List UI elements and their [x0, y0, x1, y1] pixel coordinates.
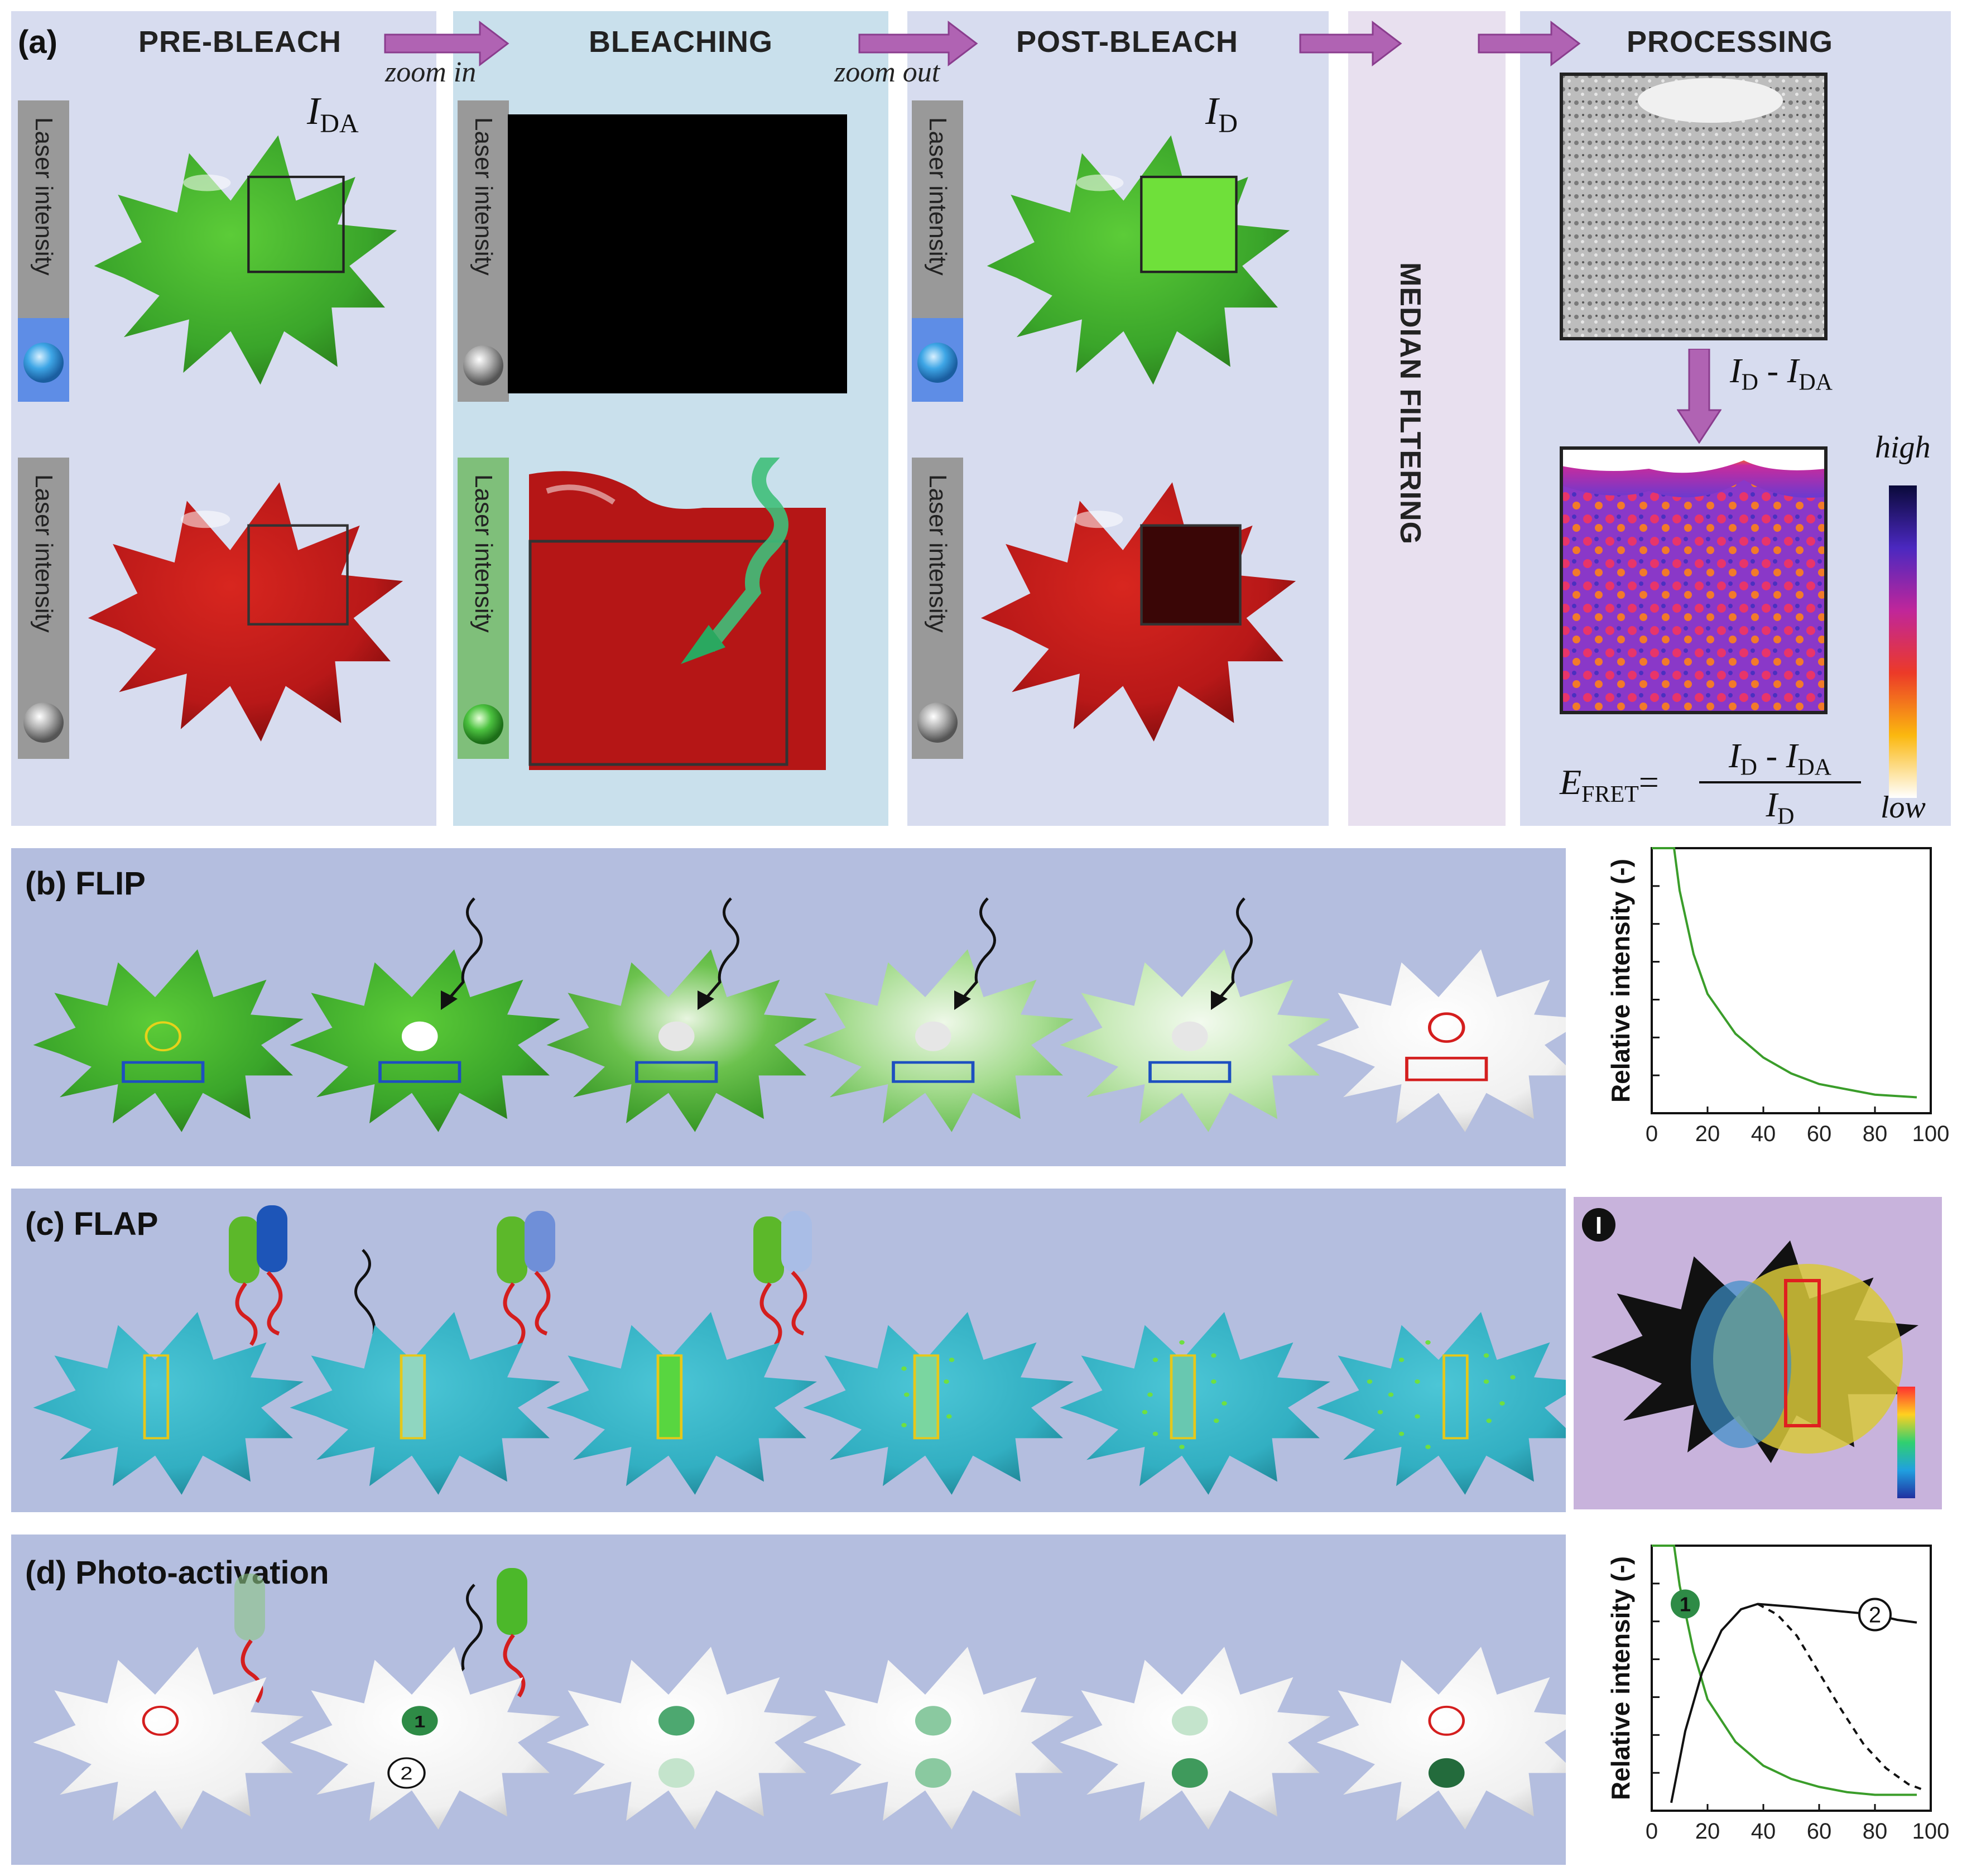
pa-molecule-active-icon — [497, 1568, 527, 1697]
header-bleaching: BLEACHING — [589, 25, 773, 59]
scale-low-label: low — [1881, 790, 1926, 825]
laser-ball-blue-icon — [23, 343, 64, 383]
flip-cells — [33, 897, 1566, 1132]
arrow-zoom-out-icon — [858, 20, 978, 67]
i-da-label: IDA — [307, 90, 359, 138]
flap-molecule-icon — [497, 1211, 555, 1346]
marker-1-label: 1 — [414, 1713, 425, 1731]
laser-ball-gray-icon — [463, 345, 503, 386]
flap-molecule-icon — [753, 1211, 812, 1346]
efret-equation: EFRET= ID - IDA ID — [1560, 737, 1872, 829]
light-wave-icon — [959, 897, 996, 1003]
series-line-1 — [1652, 847, 1917, 1099]
annotation-2-marker — [1858, 1598, 1892, 1632]
x-tick-label: 60 — [1807, 1122, 1832, 1146]
fret-heatmap — [1560, 446, 1828, 714]
processing-gray-image — [1560, 73, 1828, 340]
chart-frame — [1651, 847, 1932, 1114]
panel-b-label: (b) FLIP — [25, 865, 146, 902]
flap-badge: I — [1595, 1212, 1602, 1239]
arrow-zoom-in-icon — [384, 20, 509, 67]
annotation-1-label: 1 — [1680, 1593, 1691, 1616]
laser-ball-blue-icon — [917, 343, 958, 383]
x-tick-label: 20 — [1695, 1819, 1720, 1844]
x-tick-label: 100 — [1912, 1819, 1950, 1844]
panel-d-bg — [11, 1535, 1566, 1865]
cell-green-post — [987, 135, 1290, 385]
arrow-to-median-icon — [1299, 20, 1402, 67]
light-wave-icon — [445, 1584, 483, 1689]
y-axis-label: Relative intensity (-) — [1606, 1556, 1635, 1800]
flap-molecule-icon — [229, 1205, 287, 1346]
marker-2-label: 2 — [400, 1763, 412, 1783]
panel-a-label: (a) — [18, 24, 57, 60]
i-d-label: ID — [1205, 90, 1238, 138]
cell-green-pre — [94, 135, 397, 385]
flap-cells — [33, 1205, 1566, 1495]
bleach-black-square — [508, 114, 847, 393]
x-tick-label: 80 — [1863, 1122, 1888, 1146]
light-wave-icon — [703, 458, 788, 652]
laser-ball-gray-icon — [23, 703, 64, 743]
zoom-in-label: zoom in — [385, 56, 477, 88]
pa-molecule-faded-icon — [234, 1574, 265, 1703]
x-tick-label: 40 — [1751, 1122, 1776, 1146]
cell-red-post — [980, 482, 1296, 742]
series-line-3 — [1757, 1603, 1923, 1791]
laser-ball-green-icon — [463, 704, 503, 744]
header-post-bleach: POST-BLEACH — [1016, 25, 1239, 59]
arrow-to-processing-icon — [1478, 20, 1581, 67]
processing-down-arrow-icon — [1677, 349, 1721, 444]
header-processing: PROCESSING — [1626, 25, 1834, 59]
light-wave-icon — [354, 1249, 403, 1368]
panel-c-label: (c) FLAP — [25, 1206, 158, 1242]
bleach-zoomed-red — [528, 458, 826, 770]
series-line-1 — [1652, 1545, 1917, 1796]
x-tick-label: 60 — [1807, 1819, 1832, 1844]
panel-d-label: (d) Photo-activation — [25, 1555, 329, 1591]
step-arrows — [384, 20, 1581, 67]
scale-high-label: high — [1875, 430, 1931, 465]
x-tick-label: 0 — [1646, 1819, 1658, 1844]
flap-microscopy-image: I — [1582, 1208, 1918, 1498]
x-tick-label: 100 — [1912, 1122, 1950, 1146]
median-filtering-label: MEDIAN FILTERING — [1394, 262, 1426, 545]
flip-chart: 0 20 40 60 80 100 Relative intensity (-) — [1606, 847, 1950, 1146]
zoom-out-label: zoom out — [834, 56, 940, 88]
laser-ball-gray-icon — [917, 703, 958, 743]
cell-red-pre — [88, 482, 403, 742]
header-pre-bleach: PRE-BLEACH — [138, 25, 342, 59]
panel-a-median-bg — [1348, 11, 1506, 826]
photoactivation-chart: 0 20 40 60 80 100 Relative intensity (-) 1 2 — [1606, 1545, 1950, 1844]
x-tick-label: 40 — [1751, 1819, 1776, 1844]
x-tick-label: 80 — [1863, 1819, 1888, 1844]
x-tick-label: 0 — [1646, 1122, 1658, 1146]
annotation-2-label: 2 — [1869, 1603, 1881, 1628]
photoactivation-cells: 1 2 — [33, 1568, 1566, 1830]
light-wave-icon — [445, 897, 483, 1003]
color-scale-bar — [1889, 485, 1917, 798]
y-axis-label: Relative intensity (-) — [1606, 859, 1635, 1103]
x-tick-label: 20 — [1695, 1122, 1720, 1146]
light-wave-icon — [1215, 897, 1253, 1003]
panel-b-bg — [11, 848, 1566, 1166]
annotation-1-marker — [1671, 1589, 1700, 1619]
difference-label: ID - IDA — [1730, 352, 1833, 396]
light-wave-icon — [702, 897, 739, 1003]
